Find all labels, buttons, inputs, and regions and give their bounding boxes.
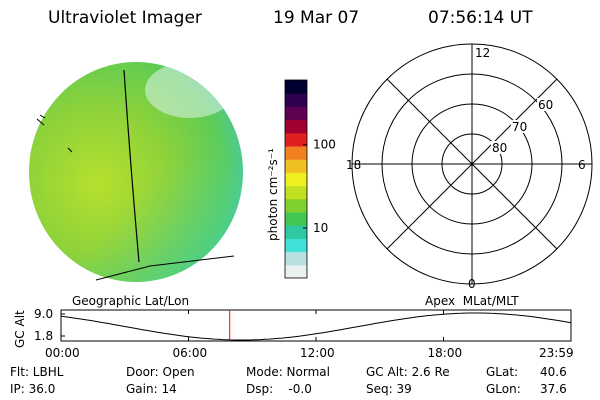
altitude-curve <box>60 312 572 341</box>
colorbar-segments <box>285 80 307 279</box>
timeline-ytick-top: 9.0 <box>34 307 53 321</box>
colorbar-tick-label: 100 <box>313 138 336 152</box>
colorbar-segment <box>285 251 307 266</box>
timeline-xtick-label: 23:59 <box>539 346 574 360</box>
lat-label-70: 70 <box>512 120 527 134</box>
disk-overlays <box>145 62 235 118</box>
timeline-xticks: 00:00 06:00 12:00 18:00 23:59 <box>45 310 574 360</box>
info-glat-value: 40.6 <box>540 365 567 379</box>
polar-projection-label: Apex MLat/MLT <box>425 294 519 308</box>
coast-fragment-2 <box>67 147 73 153</box>
colorbar-segment <box>285 172 307 187</box>
info-filter: Flt: LBHL <box>10 365 64 379</box>
colorbar-segment <box>285 225 307 239</box>
info-seq: Seq: 39 <box>366 382 412 396</box>
colorbar-segment <box>285 159 307 173</box>
colorbar: 100 10 photon cm⁻²s⁻¹ <box>266 79 336 279</box>
colorbar-segment <box>285 212 307 226</box>
mlt-label-left: 18 <box>346 158 361 172</box>
colorbar-segment <box>285 264 307 279</box>
info-gain: Gain: 14 <box>126 382 177 396</box>
bright-limb-patch <box>145 62 235 118</box>
timeline-xtick-label: 18:00 <box>428 346 463 360</box>
info-ip: IP: 36.0 <box>10 382 55 396</box>
info-mode: Mode: Normal <box>246 365 330 379</box>
timeline-ylabel: GC Alt <box>13 310 27 348</box>
lat-label-bg-80 <box>491 141 508 154</box>
uv-image-disk <box>29 62 243 282</box>
timeline-xtick-label: 06:00 <box>173 346 208 360</box>
colorbar-ticks: 100 10 <box>303 138 336 235</box>
lat-label-80: 80 <box>492 141 507 155</box>
colorbar-segment <box>285 132 307 147</box>
instrument-title: Ultraviolet Imager <box>48 8 202 28</box>
colorbar-segment <box>285 93 307 107</box>
lat-label-bg-60 <box>537 98 554 111</box>
info-glat-label: GLat: <box>486 365 518 379</box>
info-door: Door: Open <box>126 365 195 379</box>
colorbar-segment <box>285 238 307 253</box>
timeline-ytick-bottom: 1.8 <box>34 329 53 343</box>
meridian-line <box>123 69 140 263</box>
timeline-xtick-label: 00:00 <box>45 346 80 360</box>
info-gc-alt: GC Alt: 2.6 Re <box>366 365 450 379</box>
mlt-label-top: 12 <box>475 46 490 60</box>
colorbar-segment <box>285 185 307 200</box>
time-label: 07:56:14 UT <box>428 8 533 28</box>
colorbar-segment <box>285 80 307 94</box>
altitude-timeline: GC Alt 9.0 1.8 00:00 06:00 12:00 18:00 23:59 <box>13 307 574 360</box>
mlt-label-bg-top <box>473 47 489 59</box>
lat-label-60: 60 <box>538 98 553 112</box>
colorbar-tick-label: 10 <box>313 221 328 235</box>
colorbar-unit-label: photon cm⁻²s⁻¹ <box>266 148 280 241</box>
info-glon-label: GLon: <box>486 382 521 396</box>
coast-fragment <box>36 114 46 126</box>
image-projection-label: Geographic Lat/Lon <box>72 294 189 308</box>
colorbar-frame <box>284 79 308 279</box>
timeline-frame <box>60 309 572 342</box>
colorbar-segment <box>285 119 307 134</box>
lat-label-bg-70 <box>511 120 528 133</box>
polar-plot <box>351 43 593 285</box>
colorbar-segment <box>285 198 307 213</box>
colorbar-segment <box>285 106 307 121</box>
mlt-label-bottom: 0 <box>468 277 476 291</box>
timeline-xtick-label: 12:00 <box>300 346 335 360</box>
info-glon-value: 37.6 <box>540 382 567 396</box>
coastline-line <box>95 255 235 281</box>
mlt-label-right: 6 <box>578 158 586 172</box>
colorbar-segment <box>285 146 307 160</box>
info-dsp: Dsp: -0.0 <box>246 382 312 396</box>
date-label: 19 Mar 07 <box>273 8 360 28</box>
polar-diagonal-b <box>386 78 558 250</box>
